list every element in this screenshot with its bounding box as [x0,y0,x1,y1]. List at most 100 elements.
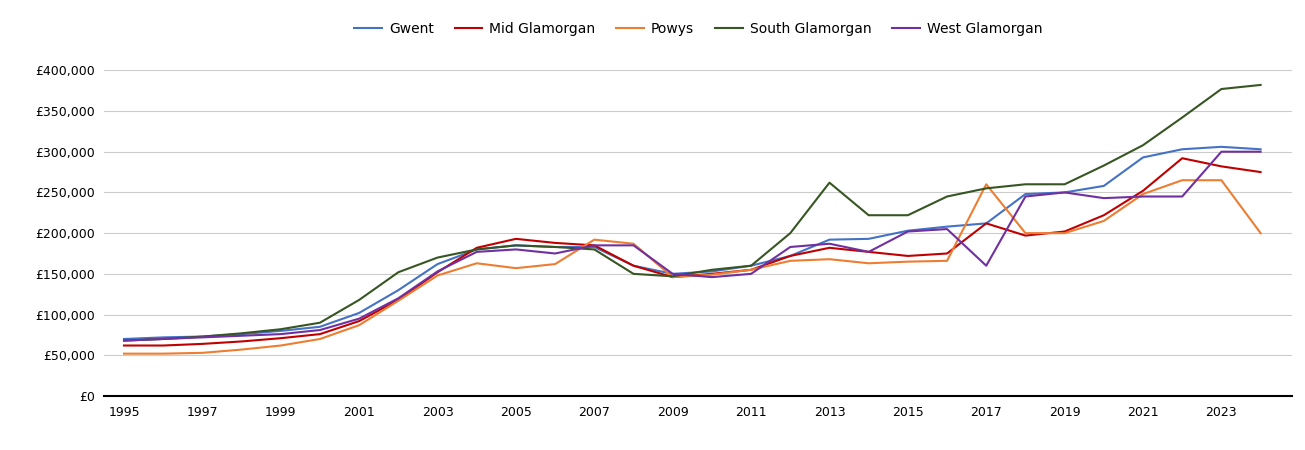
Mid Glamorgan [1135,188,1151,194]
South Glamorgan [744,263,760,268]
Mid Glamorgan [625,263,641,268]
Powys [508,266,523,271]
South Glamorgan [664,274,680,279]
Mid Glamorgan [155,343,171,348]
Powys [744,267,760,273]
West Glamorgan [586,243,602,248]
South Glamorgan [1135,143,1151,148]
West Glamorgan [822,241,838,247]
Powys [625,241,641,247]
Mid Glamorgan [783,253,799,259]
West Glamorgan [390,296,406,301]
West Glamorgan [979,263,994,268]
South Glamorgan [312,320,328,325]
Gwent [1135,155,1151,160]
Mid Glamorgan [705,271,720,277]
Gwent [744,263,760,268]
South Glamorgan [1174,115,1190,120]
Powys [234,347,249,352]
Mid Glamorgan [861,249,877,255]
Gwent [664,271,680,277]
Gwent [273,328,288,333]
West Glamorgan [234,333,249,338]
Gwent [194,334,210,339]
South Glamorgan [547,244,562,250]
South Glamorgan [351,297,367,302]
South Glamorgan [900,212,916,218]
South Glamorgan [979,186,994,191]
Gwent [1253,147,1268,152]
Mid Glamorgan [468,245,484,251]
Gwent [508,243,523,248]
South Glamorgan [155,336,171,342]
Powys [468,261,484,266]
Powys [351,323,367,328]
Mid Glamorgan [940,251,955,256]
Gwent [1214,144,1229,149]
South Glamorgan [468,247,484,252]
Powys [429,273,445,278]
Gwent [783,253,799,259]
Gwent [625,263,641,268]
Powys [1214,177,1229,183]
South Glamorgan [1096,163,1112,168]
Gwent [1096,183,1112,189]
Mid Glamorgan [194,341,210,346]
West Glamorgan [1018,194,1034,199]
Mid Glamorgan [234,339,249,344]
Mid Glamorgan [1096,212,1112,218]
West Glamorgan [116,338,132,343]
Gwent [940,224,955,230]
Mid Glamorgan [1214,164,1229,169]
West Glamorgan [625,243,641,248]
West Glamorgan [900,229,916,234]
West Glamorgan [1135,194,1151,199]
Mid Glamorgan [1057,229,1073,234]
Gwent [234,331,249,337]
Mid Glamorgan [822,245,838,251]
South Glamorgan [822,180,838,185]
West Glamorgan [273,331,288,337]
Mid Glamorgan [273,336,288,341]
South Glamorgan [586,247,602,252]
Mid Glamorgan [586,243,602,248]
Powys [940,258,955,264]
Powys [783,258,799,264]
South Glamorgan [390,270,406,275]
West Glamorgan [1174,194,1190,199]
Powys [194,350,210,356]
South Glamorgan [429,255,445,260]
West Glamorgan [351,316,367,321]
West Glamorgan [664,271,680,277]
Powys [155,351,171,356]
Mid Glamorgan [351,319,367,324]
West Glamorgan [705,274,720,280]
South Glamorgan [116,338,132,343]
Mid Glamorgan [508,236,523,242]
Mid Glamorgan [1174,156,1190,161]
Powys [312,336,328,342]
Mid Glamorgan [116,343,132,348]
Gwent [390,288,406,293]
West Glamorgan [508,247,523,252]
Gwent [155,335,171,340]
Gwent [861,236,877,242]
Powys [116,351,132,356]
Powys [900,259,916,264]
South Glamorgan [783,230,799,236]
West Glamorgan [468,249,484,255]
Powys [1096,218,1112,224]
Powys [1253,230,1268,236]
South Glamorgan [1057,182,1073,187]
Gwent [429,261,445,267]
South Glamorgan [625,271,641,277]
Mid Glamorgan [900,253,916,259]
Mid Glamorgan [390,297,406,302]
Mid Glamorgan [744,267,760,273]
Line: South Glamorgan: South Glamorgan [124,85,1261,341]
Gwent [822,237,838,243]
West Glamorgan [1214,149,1229,154]
Powys [273,343,288,348]
West Glamorgan [1253,149,1268,154]
Gwent [1018,191,1034,197]
